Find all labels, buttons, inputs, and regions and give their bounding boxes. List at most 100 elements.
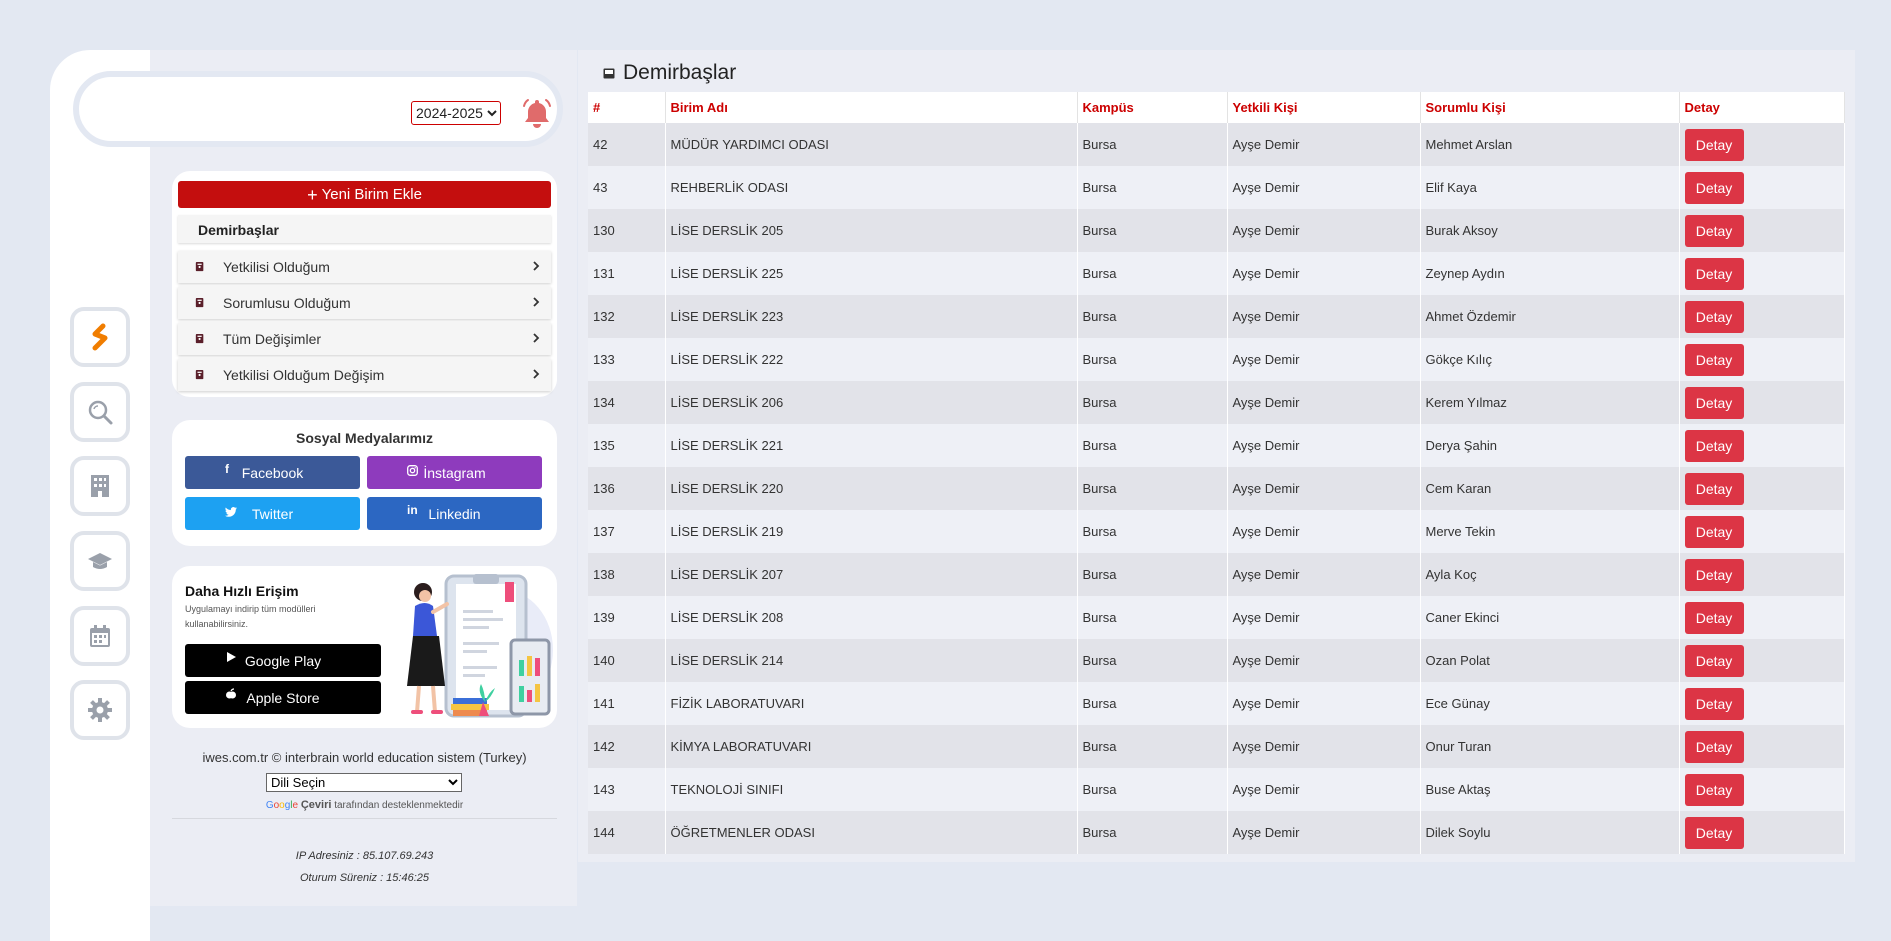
bell-icon[interactable]: [521, 97, 553, 129]
col-authorized-person[interactable]: Yetkili Kişi: [1227, 92, 1421, 123]
graduation-cap-icon[interactable]: [70, 531, 130, 591]
cell-unit-name: ÖĞRETMENLER ODASI: [665, 811, 1078, 854]
cell-unit-name: KİMYA LABORATUVARI: [665, 725, 1078, 768]
detail-button[interactable]: Detay: [1684, 343, 1744, 376]
col-campus[interactable]: Kampüs: [1077, 92, 1228, 123]
menu-item-tum-degisimler[interactable]: Tüm Değişimler: [178, 323, 551, 355]
cell-campus: Bursa: [1077, 295, 1228, 338]
table-row: 134 LİSE DERSLİK 206 Bursa Ayşe Demir Kerem …: [588, 381, 1845, 424]
building-icon[interactable]: [70, 456, 130, 516]
menu-item-yetkilisi-oldugum-degisim[interactable]: Yetkilisi Olduğum Değişim: [178, 359, 551, 391]
chevron-right-icon: [533, 333, 540, 343]
gear-icon[interactable]: [70, 680, 130, 740]
linkedin-button[interactable]: in Linkedin: [367, 497, 542, 530]
cell-unit-name: TEKNOLOJİ SINIFI: [665, 768, 1078, 811]
calendar-icon[interactable]: [70, 606, 130, 666]
table-row: 141 FİZİK LABORATUVARI Bursa Ayşe Demir Ece …: [588, 682, 1845, 725]
cell-unit-name: LİSE DERSLİK 206: [665, 381, 1078, 424]
cell-detail: Detay: [1679, 725, 1845, 768]
col-responsible-person[interactable]: Sorumlu Kişi: [1420, 92, 1680, 123]
ip-address: IP Adresiniz : 85.107.69.243: [295, 850, 434, 862]
detail-button[interactable]: Detay: [1684, 472, 1744, 505]
table-row: 144 ÖĞRETMENLER ODASI Bursa Ayşe Demir Dilek…: [588, 811, 1845, 854]
cell-unit-name: LİSE DERSLİK 223: [665, 295, 1078, 338]
detail-button[interactable]: Detay: [1684, 816, 1744, 849]
facebook-button[interactable]: f Facebook: [185, 456, 360, 489]
linkedin-label: Linkedin: [428, 505, 481, 522]
cell-id: 134: [588, 381, 666, 424]
cell-responsible-person: Ayla Koç: [1420, 553, 1680, 596]
detail-button[interactable]: Detay: [1684, 300, 1744, 333]
table-row: 132 LİSE DERSLİK 223 Bursa Ayşe Demir Ahmet …: [588, 295, 1845, 338]
badge-icon: [195, 333, 207, 345]
cell-id: 141: [588, 682, 666, 725]
cell-campus: Bursa: [1077, 166, 1228, 209]
menu-heading: Demirbaşlar: [178, 215, 551, 243]
cell-campus: Bursa: [1077, 467, 1228, 510]
detail-button[interactable]: Detay: [1684, 429, 1744, 462]
cell-campus: Bursa: [1077, 811, 1228, 854]
social-card: Sosyal Medyalarımız f Facebook İnstagram…: [172, 420, 557, 546]
cell-campus: Bursa: [1077, 424, 1228, 467]
detail-button[interactable]: Detay: [1684, 558, 1744, 591]
detail-button[interactable]: Detay: [1684, 515, 1744, 548]
cell-authorized-person: Ayşe Demir: [1227, 811, 1421, 854]
cell-detail: Detay: [1679, 381, 1845, 424]
menu-card: + Yeni Birim Ekle Demirbaşlar Yetkilisi …: [172, 171, 557, 397]
detail-button[interactable]: Detay: [1684, 601, 1744, 634]
search-icon[interactable]: [70, 382, 130, 442]
detail-button[interactable]: Detay: [1684, 128, 1744, 161]
twitter-label: Twitter: [251, 505, 294, 522]
detail-button[interactable]: Detay: [1684, 214, 1744, 247]
cell-responsible-person: Gökçe Kılıç: [1420, 338, 1680, 381]
detail-button[interactable]: Detay: [1684, 171, 1744, 204]
apple-store-button[interactable]: Apple Store: [185, 681, 381, 714]
cell-id: 132: [588, 295, 666, 338]
cell-campus: Bursa: [1077, 252, 1228, 295]
apple-icon: [226, 688, 236, 699]
cell-authorized-person: Ayşe Demir: [1227, 424, 1421, 467]
cell-id: 42: [588, 123, 666, 166]
assets-table: # Birim Adı Kampüs Yetkili Kişi Sorumlu …: [588, 92, 1845, 854]
cell-unit-name: LİSE DERSLİK 214: [665, 639, 1078, 682]
detail-button[interactable]: Detay: [1684, 773, 1744, 806]
cell-detail: Detay: [1679, 338, 1845, 381]
academic-year-select[interactable]: 2024-2025: [411, 101, 501, 125]
detail-button[interactable]: Detay: [1684, 386, 1744, 419]
detail-button[interactable]: Detay: [1684, 687, 1744, 720]
new-unit-button[interactable]: + Yeni Birim Ekle: [178, 181, 551, 208]
table-row: 131 LİSE DERSLİK 225 Bursa Ayşe Demir Zeynep…: [588, 252, 1845, 295]
cell-authorized-person: Ayşe Demir: [1227, 768, 1421, 811]
menu-item-sorumlusu-oldugum[interactable]: Sorumlusu Olduğum: [178, 287, 551, 319]
google-translate-credit: Google Çeviri tarafından desteklenmekted…: [172, 799, 557, 811]
menu-item-yetkilisi-oldugum[interactable]: Yetkilisi Olduğum: [178, 251, 551, 283]
play-icon: [227, 652, 236, 662]
cell-detail: Detay: [1679, 295, 1845, 338]
detail-button[interactable]: Detay: [1684, 644, 1744, 677]
translate-brand[interactable]: Çeviri: [300, 799, 332, 811]
cell-id: 140: [588, 639, 666, 682]
brand-logo-icon[interactable]: [70, 307, 130, 367]
menu-item-label: Tüm Değişimler: [223, 331, 322, 347]
instagram-button[interactable]: İnstagram: [367, 456, 542, 489]
cell-detail: Detay: [1679, 424, 1845, 467]
col-unit-name[interactable]: Birim Adı: [665, 92, 1078, 123]
col-id[interactable]: #: [588, 92, 666, 123]
menu-item-label: Yetkilisi Olduğum Değişim: [223, 367, 385, 383]
google-play-button[interactable]: Google Play: [185, 644, 381, 677]
cell-campus: Bursa: [1077, 209, 1228, 252]
cell-responsible-person: Ece Günay: [1420, 682, 1680, 725]
cell-campus: Bursa: [1077, 639, 1228, 682]
twitter-icon: [225, 507, 237, 517]
cell-unit-name: LİSE DERSLİK 225: [665, 252, 1078, 295]
twitter-button[interactable]: Twitter: [185, 497, 360, 530]
detail-button[interactable]: Detay: [1684, 257, 1744, 290]
detail-button[interactable]: Detay: [1684, 730, 1744, 763]
cell-unit-name: LİSE DERSLİK 208: [665, 596, 1078, 639]
language-select[interactable]: Dili Seçin: [266, 773, 462, 792]
inbox-icon: [603, 68, 615, 78]
cell-responsible-person: Elif Kaya: [1420, 166, 1680, 209]
cell-unit-name: LİSE DERSLİK 222: [665, 338, 1078, 381]
cell-id: 143: [588, 768, 666, 811]
cell-id: 144: [588, 811, 666, 854]
